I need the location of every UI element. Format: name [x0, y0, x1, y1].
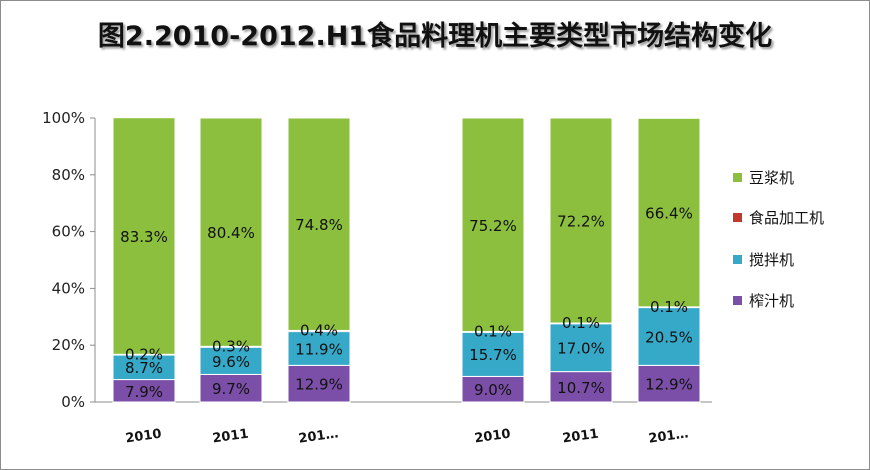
bar-segment: [287, 331, 351, 366]
data-label: 9.7%: [212, 380, 250, 398]
data-label: 74.8%: [295, 216, 343, 234]
y-tick-label: 0%: [61, 393, 85, 411]
data-label: 20.5%: [645, 328, 693, 346]
bar-segment: [461, 331, 525, 377]
data-label: 8.7%: [125, 359, 163, 377]
data-label: 80.4%: [207, 224, 255, 242]
data-label: 12.9%: [645, 376, 693, 394]
data-label: 10.7%: [557, 379, 605, 397]
x-category-label: 201…: [298, 426, 340, 446]
legend-swatch: [733, 213, 742, 222]
data-label: 11.9%: [295, 340, 343, 358]
data-label: 12.9%: [295, 376, 343, 394]
bar-segment: [461, 375, 525, 403]
bar-layer: [112, 117, 701, 403]
chart-title: 图2.2010-2012.H1食品料理机主要类型市场结构变化: [97, 21, 773, 52]
data-label: 9.0%: [474, 381, 512, 399]
y-tick-label: 20%: [52, 336, 85, 354]
bar-segment: [199, 346, 263, 375]
bar-segment: [112, 354, 176, 381]
data-label: 83.3%: [120, 228, 168, 246]
bar-segment: [549, 371, 613, 403]
data-label: 9.6%: [212, 353, 250, 371]
data-label: 7.9%: [125, 383, 163, 401]
data-label: 0.1%: [474, 323, 512, 341]
axis-layer: 0% 20% 40% 60% 80% 100% 2010 2011 201… 2010 2011 20…: [42, 109, 712, 447]
data-label: 72.2%: [557, 213, 605, 231]
legend-label: 食品加工机: [749, 209, 824, 227]
bar-segment: [549, 322, 613, 373]
bar-segment: [461, 117, 525, 333]
bar-segment: [637, 306, 701, 366]
bar-segment: [287, 364, 351, 403]
bar-segment: [287, 117, 351, 331]
legend-swatch: [733, 296, 742, 305]
data-label: 17.0%: [557, 339, 605, 357]
bar-segment: [637, 364, 701, 403]
legend-swatch: [733, 173, 742, 182]
y-tick-label: 60%: [52, 223, 85, 241]
x-category-label: 2010: [474, 427, 512, 447]
data-label-layer: 7.9% 8.7%0.2% 83.3% 9.7% 9.6%0.3% 80.4% 12.9% 1…: [120, 205, 693, 401]
y-tick-label: 100%: [42, 109, 85, 127]
legend-label: 搅拌机: [749, 251, 794, 269]
data-label: 0.1%: [650, 298, 688, 316]
x-category-label: 2011: [212, 427, 250, 447]
data-label: 15.7%: [469, 346, 517, 364]
legend-label: 榨汁机: [749, 292, 794, 310]
bar-segment: [199, 373, 263, 403]
data-label: 0.3%: [212, 337, 250, 355]
data-label: 0.1%: [562, 314, 600, 332]
y-tick-label: 80%: [52, 166, 85, 184]
legend-label: 豆浆机: [749, 169, 794, 187]
bar-segment: [549, 117, 613, 324]
y-tick-label: 40%: [52, 279, 85, 297]
data-label: 0.2%: [125, 345, 163, 363]
data-label: 66.4%: [645, 205, 693, 223]
x-category-label: 2010: [125, 427, 163, 447]
legend-swatch: [733, 255, 742, 264]
bar-segment: [112, 117, 176, 355]
bar-segment: [199, 117, 263, 347]
x-category-label: 201…: [648, 426, 690, 446]
data-label: 75.2%: [469, 217, 517, 235]
x-category-label: 2011: [562, 427, 600, 447]
bar-segment: [637, 117, 701, 308]
data-label: 0.4%: [300, 321, 338, 339]
